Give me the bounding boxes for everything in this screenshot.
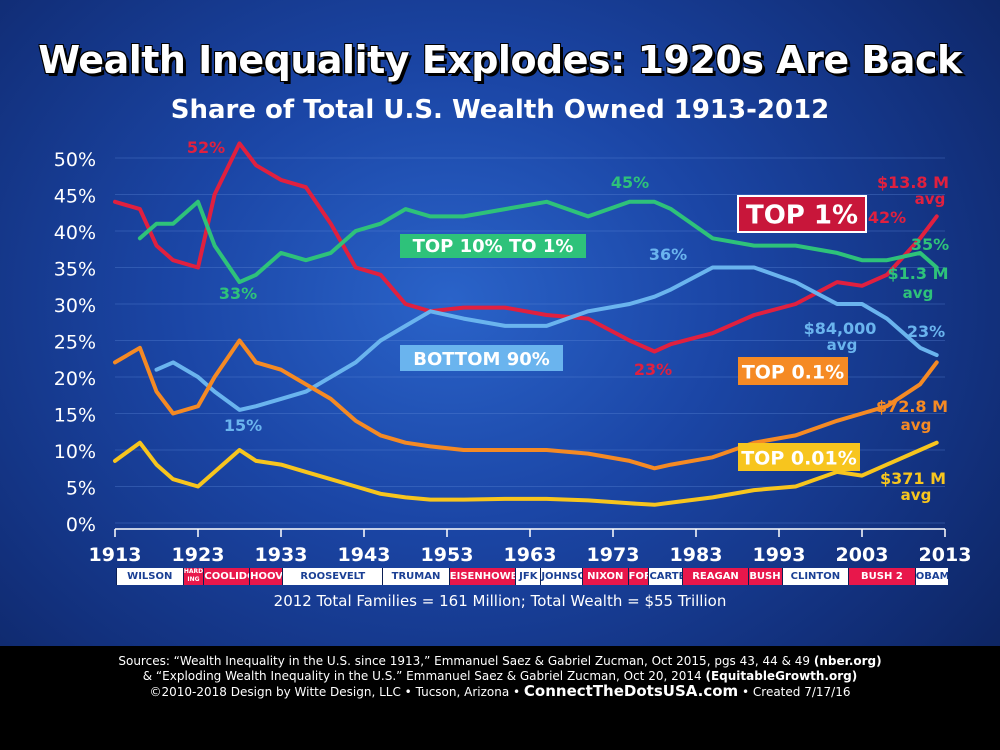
series-tag-text: TOP 0.01%	[741, 447, 857, 469]
wealth-share-chart: 0% 5% 10% 15% 20% 25% 30% 35% 40% 45% 50% 1913 1923…	[54, 138, 972, 566]
annotation-top10to1_avg_amount: $1.3 M	[888, 264, 949, 283]
series-tag-box	[738, 357, 848, 385]
sources-text-2: & “Exploding Wealth Inequality in the U.…	[142, 669, 702, 683]
annotation-bottom90_avg_amount: $84,000	[804, 319, 877, 338]
annotation-top1_avg_word: avg	[915, 190, 946, 208]
y-tick-label: 5%	[66, 478, 96, 500]
annotation-end42: 42%	[868, 208, 906, 227]
series-tag-top001: TOP 0.01%	[738, 443, 860, 471]
president-bush-1: BUSH 1	[748, 568, 782, 585]
series-tag-text: BOTTOM 90%	[413, 349, 550, 370]
x-tick-label: 1943	[338, 544, 391, 566]
annotation-peak36: 36%	[649, 245, 687, 264]
series-tag-top10to1: TOP 10% TO 1%	[400, 234, 586, 258]
annotation-top001_avg_amount: $371 M	[880, 469, 946, 488]
series-tag-box	[737, 195, 867, 233]
series-tag-bottom90: BOTTOM 90%	[400, 345, 563, 371]
president-hoover: HOOVER	[249, 568, 283, 585]
series-tag-box	[400, 345, 563, 371]
series-tag-box	[400, 234, 586, 258]
series-line-top1	[113, 141, 939, 354]
families-note: 2012 Total Families = 161 Million; Total…	[273, 592, 727, 610]
series-tag-text: TOP 10% TO 1%	[413, 236, 574, 257]
x-tick-label: 1913	[89, 544, 142, 566]
x-tick-label: 2013	[919, 544, 972, 566]
page-title: Wealth Inequality Explodes: 1920s Are Ba…	[38, 38, 962, 82]
y-tick-label: 15%	[54, 405, 96, 427]
annotation-top01_avg_amount: $72.8 M	[876, 397, 948, 416]
president-reagan: REAGAN	[681, 568, 749, 585]
website-link[interactable]: ConnectTheDotsUSA.com	[523, 682, 739, 700]
x-tick-label: 1953	[421, 544, 474, 566]
series-line-top01	[113, 338, 939, 471]
sources-text-1: Sources: “Wealth Inequality in the U.S. …	[118, 654, 811, 668]
sources-line-2: & “Exploding Wealth Inequality in the U.…	[0, 669, 1000, 684]
president-wilson: WILSON	[116, 568, 183, 585]
series-tag-top1: TOP 1%	[737, 195, 867, 233]
x-tick-label: 1973	[587, 544, 640, 566]
y-tick-label: 45%	[54, 186, 96, 208]
series-line-top001	[113, 440, 939, 507]
credit-line: ©2010-2018 Design by Witte Design, LLC •…	[0, 684, 1000, 700]
annotation-low15: 15%	[224, 416, 262, 435]
x-tick-label: 1983	[670, 544, 723, 566]
annotation-top001_avg_word: avg	[901, 486, 932, 504]
sources-line-1: Sources: “Wealth Inequality in the U.S. …	[0, 654, 1000, 669]
annotation-end35: 35%	[911, 235, 949, 254]
credit-text: ©2010-2018 Design by Witte Design, LLC •…	[149, 685, 521, 699]
created-date: • Created 7/17/16	[742, 685, 851, 699]
annotation-peak45: 45%	[611, 173, 649, 192]
annotation-low23: 23%	[634, 360, 672, 379]
president-carter: CARTER	[648, 568, 682, 585]
x-tick-label: 1933	[255, 544, 308, 566]
series-line-bottom90	[154, 265, 939, 412]
president-obama: OBAMA	[914, 568, 948, 585]
series-line-top10to1	[137, 199, 939, 285]
y-tick-label: 0%	[66, 514, 96, 536]
president-nixon: NIXON	[581, 568, 628, 585]
annotation-peak52: 52%	[187, 138, 225, 157]
annotation-top01_avg_word: avg	[901, 416, 932, 434]
y-tick-label: 40%	[54, 222, 96, 244]
president-eisenhower: EISENHOWER	[448, 568, 516, 585]
president-jfk: JFK	[515, 568, 541, 585]
president-hard-ing: HARD ING	[182, 568, 204, 585]
annotation-end23: 23%	[907, 322, 945, 341]
series-tag-text: TOP 0.1%	[742, 361, 844, 383]
president-ford: FORD	[627, 568, 649, 585]
annotation-top1_avg_amount: $13.8 M	[877, 173, 949, 192]
series-tag-text: TOP 1%	[746, 200, 858, 230]
y-tick-label: 20%	[54, 368, 96, 390]
y-tick-label: 10%	[54, 441, 96, 463]
president-truman: TRUMAN	[382, 568, 449, 585]
president-coolidge: COOLIDGE	[203, 568, 250, 585]
series-tag-box	[738, 443, 860, 471]
x-tick-label: 1923	[172, 544, 225, 566]
y-tick-label: 35%	[54, 259, 96, 281]
y-tick-label: 25%	[54, 332, 96, 354]
y-tick-label: 50%	[54, 149, 96, 171]
y-tick-label: 30%	[54, 295, 96, 317]
series-tag-top01: TOP 0.1%	[738, 357, 848, 385]
annotation-top10to1_avg_word: avg	[903, 284, 934, 302]
x-tick-label: 1963	[504, 544, 557, 566]
footer: Sources: “Wealth Inequality in the U.S. …	[0, 646, 1000, 750]
sources-site-1: (nber.org)	[813, 654, 882, 668]
president-roosevelt: ROOSEVELT	[282, 568, 383, 585]
annotation-low33: 33%	[219, 284, 257, 303]
page-subtitle: Share of Total U.S. Wealth Owned 1913-20…	[170, 95, 830, 125]
annotation-bottom90_avg_word: avg	[827, 336, 858, 354]
president-clinton: CLINTON	[781, 568, 849, 585]
x-tick-label: 1993	[753, 544, 806, 566]
sources-site-2: (EquitableGrowth.org)	[705, 669, 858, 683]
x-tick-label: 2003	[836, 544, 889, 566]
president-johnson: JOHNSON	[540, 568, 582, 585]
president-bush-2: BUSH 2	[848, 568, 915, 585]
